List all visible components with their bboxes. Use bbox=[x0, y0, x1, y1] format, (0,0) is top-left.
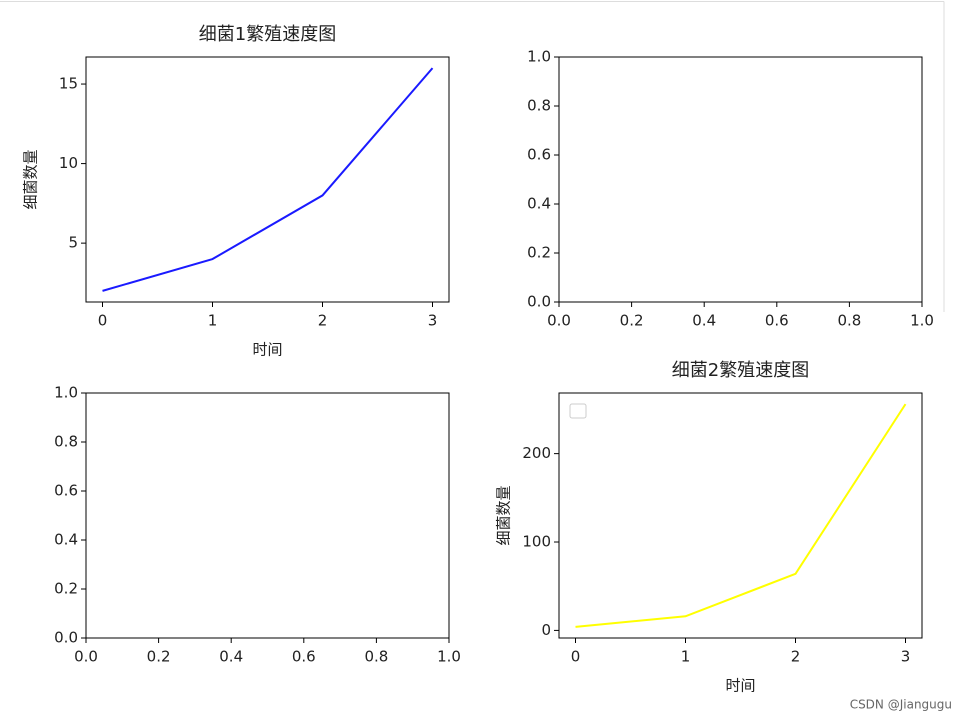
y-tick-label: 10 bbox=[59, 154, 78, 172]
data-line bbox=[575, 403, 907, 628]
y-tick-label: 0.0 bbox=[54, 629, 78, 647]
y-tick-label: 0.4 bbox=[527, 195, 551, 213]
watermark: CSDN @Jiangugu bbox=[850, 698, 952, 712]
x-tick-label: 0.4 bbox=[219, 648, 243, 666]
axes-frame bbox=[558, 392, 923, 639]
y-tick-label: 0.6 bbox=[527, 146, 551, 164]
y-tick-label: 0.2 bbox=[527, 244, 551, 262]
x-tick-label: 0.6 bbox=[292, 648, 316, 666]
x-tick-label: 0.8 bbox=[837, 312, 861, 330]
y-tick-label: 0.6 bbox=[54, 482, 78, 500]
x-tick-label: 0.2 bbox=[147, 648, 171, 666]
x-tick-label: 1.0 bbox=[437, 648, 461, 666]
x-tick-label: 0.0 bbox=[74, 648, 98, 666]
y-tick-label: 0.8 bbox=[54, 433, 78, 451]
y-tick-label: 5 bbox=[68, 234, 78, 252]
x-tick-label: 2 bbox=[318, 312, 328, 330]
x-tick-label: 0.6 bbox=[765, 312, 789, 330]
axes-frame bbox=[85, 392, 450, 639]
y-axis-label: 细菌数量 bbox=[22, 149, 40, 209]
y-tick-label: 15 bbox=[59, 75, 78, 93]
legend-box bbox=[569, 403, 587, 419]
x-tick-label: 0.2 bbox=[620, 312, 644, 330]
y-tick-label: 1.0 bbox=[54, 384, 78, 402]
y-tick-label: 0.4 bbox=[54, 531, 78, 549]
x-axis-label: 时间 bbox=[252, 341, 282, 359]
y-tick-label: 0 bbox=[541, 621, 551, 639]
chart-title: 细菌1繁殖速度图 bbox=[199, 23, 336, 45]
x-tick-label: 1 bbox=[208, 312, 218, 330]
x-tick-label: 1.0 bbox=[910, 312, 934, 330]
y-tick-label: 0.0 bbox=[527, 293, 551, 311]
axes-frame bbox=[85, 56, 450, 303]
x-tick-label: 0 bbox=[98, 312, 108, 330]
chart-title: 细菌2繁殖速度图 bbox=[672, 359, 809, 381]
y-tick-label: 200 bbox=[522, 444, 551, 462]
axes-frame bbox=[558, 56, 923, 303]
x-tick-label: 0.8 bbox=[364, 648, 388, 666]
x-tick-label: 3 bbox=[428, 312, 438, 330]
y-axis-label: 细菌数量 bbox=[495, 485, 513, 545]
x-tick-label: 0.0 bbox=[547, 312, 571, 330]
x-axis-label: 时间 bbox=[725, 677, 755, 695]
y-tick-label: 0.2 bbox=[54, 580, 78, 598]
data-line bbox=[102, 67, 434, 292]
y-tick-label: 100 bbox=[522, 533, 551, 551]
x-tick-label: 2 bbox=[791, 648, 801, 666]
x-tick-label: 1 bbox=[681, 648, 691, 666]
x-tick-label: 0.4 bbox=[692, 312, 716, 330]
x-tick-label: 0 bbox=[571, 648, 581, 666]
y-tick-label: 1.0 bbox=[527, 48, 551, 66]
y-tick-label: 0.8 bbox=[527, 97, 551, 115]
x-tick-label: 3 bbox=[901, 648, 911, 666]
